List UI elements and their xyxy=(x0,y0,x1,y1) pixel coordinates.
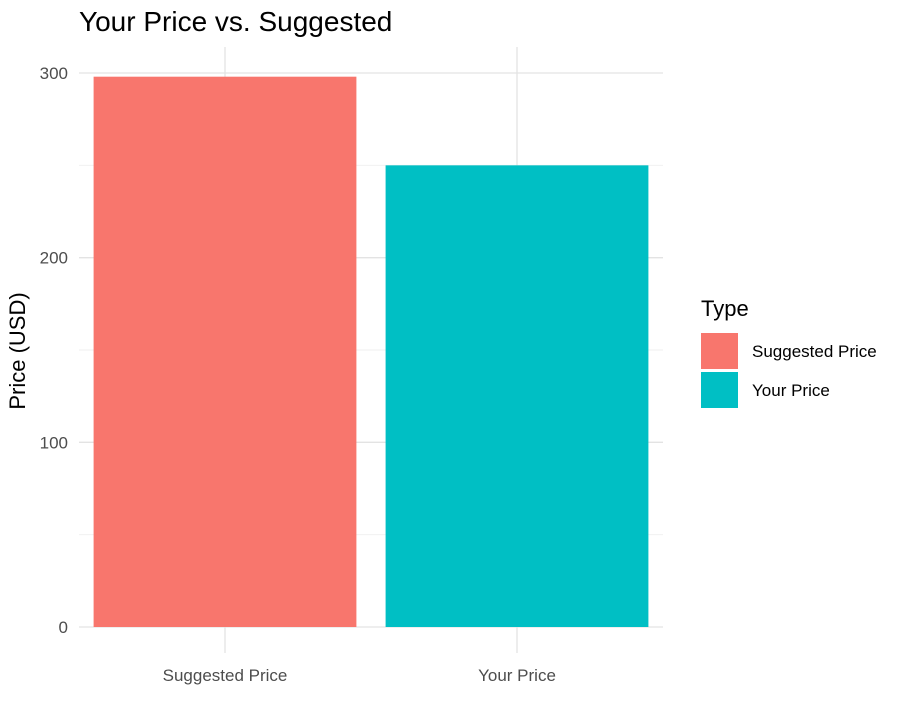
legend-swatch xyxy=(701,372,738,408)
x-axis-ticks: Suggested Price Your Price xyxy=(163,666,556,685)
y-axis-ticks: 0 100 200 300 xyxy=(40,64,68,637)
y-tick-label: 200 xyxy=(40,249,68,268)
legend-label: Your Price xyxy=(752,381,830,400)
y-axis-title: Price (USD) xyxy=(5,292,30,409)
bar xyxy=(93,76,357,627)
y-tick-label: 0 xyxy=(59,618,68,637)
x-tick-label: Suggested Price xyxy=(163,666,288,685)
legend-label: Suggested Price xyxy=(752,342,877,361)
y-tick-label: 300 xyxy=(40,64,68,83)
chart-title: Your Price vs. Suggested xyxy=(79,6,392,37)
legend: Type Suggested Price Your Price xyxy=(701,296,877,408)
legend-title: Type xyxy=(701,296,749,321)
y-tick-label: 100 xyxy=(40,433,68,452)
x-tick-label: Your Price xyxy=(478,666,556,685)
bar xyxy=(385,165,649,628)
bars xyxy=(93,76,649,628)
legend-swatch xyxy=(701,333,738,369)
